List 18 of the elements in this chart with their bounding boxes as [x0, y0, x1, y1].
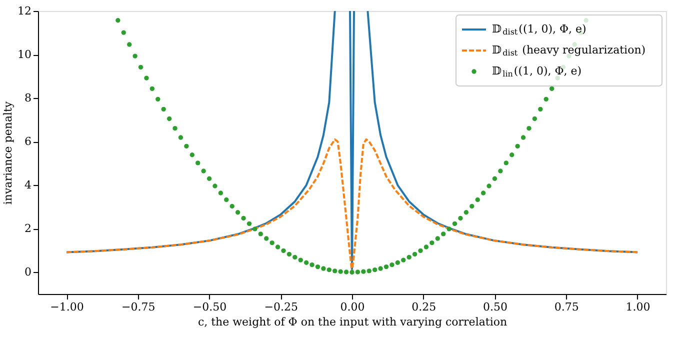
y-tick-label: 10 [18, 48, 32, 62]
x-tick-label: −1.00 [50, 300, 84, 314]
x-tick-label: 0.50 [482, 300, 508, 314]
x-tick-label: 0.00 [340, 300, 365, 314]
x-tick-label: 0.75 [554, 300, 579, 314]
x-tick-label: 0.25 [412, 300, 436, 314]
y-tick-label: 12 [18, 4, 32, 18]
x-axis-title: c, the weight of Φ on the input with varying correlation [198, 316, 508, 328]
y-tick-label: 8 [24, 92, 32, 105]
y-axis-title: invariance penalty [2, 100, 15, 205]
y-tick-label: 4 [24, 178, 32, 192]
x-tick-label: 1.00 [626, 300, 650, 314]
y-tick-label: 0 [24, 266, 32, 279]
x-tick-label: −0.75 [122, 300, 156, 314]
y-tick-label: 2 [24, 222, 32, 236]
x-tick-label: −0.50 [192, 300, 227, 314]
y-tick-label: 6 [24, 135, 32, 148]
x-tick-label: −0.25 [264, 300, 298, 314]
